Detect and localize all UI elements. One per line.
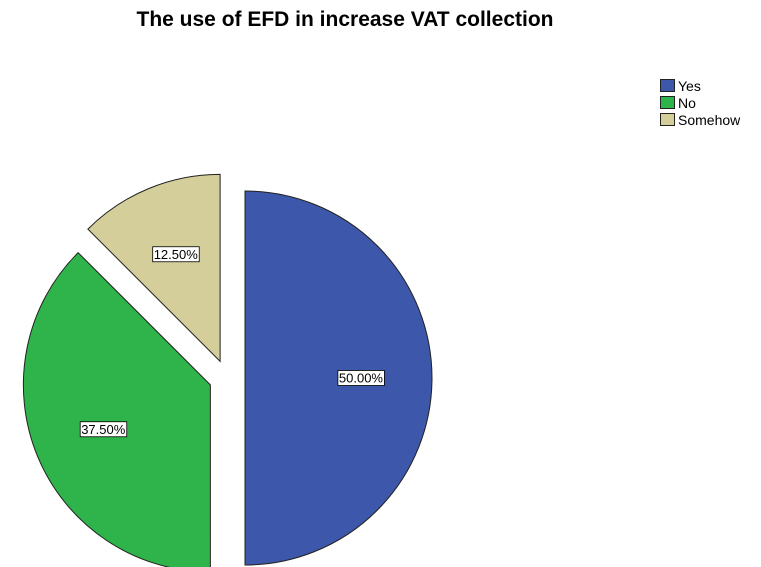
legend-item-yes: Yes bbox=[660, 77, 740, 94]
legend-swatch-somehow bbox=[660, 113, 675, 126]
data-label-somehow: 12.50% bbox=[152, 246, 200, 263]
legend-item-no: No bbox=[660, 94, 740, 111]
legend-item-somehow: Somehow bbox=[660, 111, 740, 128]
pie-slice-somehow bbox=[87, 173, 221, 363]
data-label-yes: 50.00% bbox=[337, 370, 385, 386]
legend-label-somehow: Somehow bbox=[678, 111, 741, 128]
chart-title: The use of EFD in increase VAT collectio… bbox=[136, 8, 554, 31]
legend-label-yes: Yes bbox=[678, 77, 701, 94]
svg-text:37.50%: 37.50% bbox=[81, 422, 126, 437]
legend-label-no: No bbox=[678, 94, 696, 111]
pie-slice-no bbox=[22, 251, 211, 567]
svg-text:50.00%: 50.00% bbox=[339, 371, 384, 386]
svg-text:12.50%: 12.50% bbox=[154, 247, 199, 262]
data-label-no: 37.50% bbox=[79, 421, 128, 438]
legend: Yes No Somehow bbox=[660, 77, 740, 128]
legend-swatch-no bbox=[660, 96, 675, 109]
legend-swatch-yes bbox=[660, 79, 675, 92]
